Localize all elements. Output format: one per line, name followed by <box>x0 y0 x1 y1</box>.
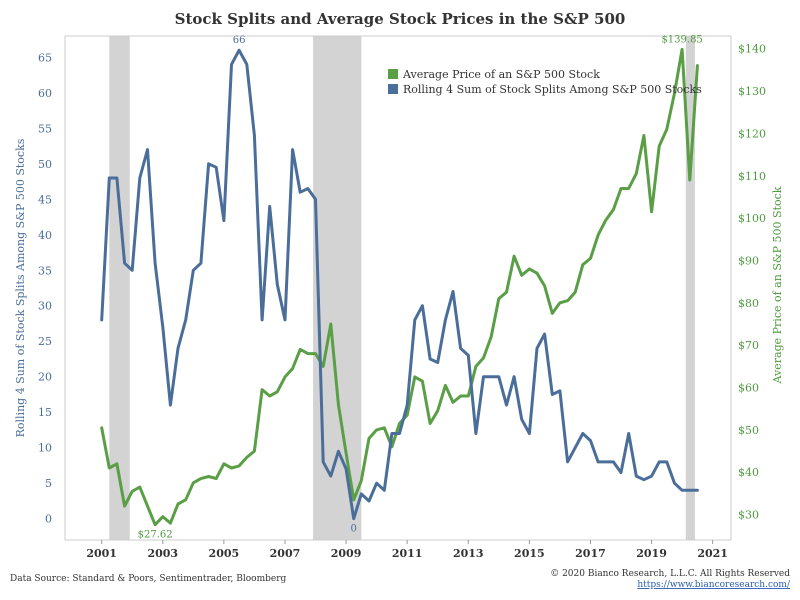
annotation-label: 0 <box>351 524 357 535</box>
x-axis-ticks: 2001 2003 2005 2007 2009 2011 2013 2015 2017 2019… <box>86 540 728 560</box>
footer-copyright: © 2020 Bianco Research, L.L.C. All Right… <box>550 569 790 579</box>
left-tick-label: 10 <box>38 442 52 455</box>
right-tick-label: $70 <box>738 339 759 352</box>
right-tick-label: $60 <box>738 382 759 395</box>
left-tick-label: 60 <box>38 87 52 100</box>
left-tick-label: 20 <box>38 371 52 384</box>
left-tick-label: 35 <box>38 264 52 277</box>
legend-swatch-splits <box>388 84 398 94</box>
left-tick-label: 45 <box>38 193 52 206</box>
x-tick-label: 2003 <box>147 547 178 560</box>
legend: Average Price of an S&P 500 Stock Rollin… <box>388 68 702 96</box>
right-tick-label: $80 <box>738 297 759 310</box>
plot-frame <box>64 35 732 541</box>
recession-shade-2 <box>685 36 695 540</box>
x-tick-label: 2019 <box>636 547 667 560</box>
x-tick-label: 2017 <box>575 547 606 560</box>
right-axis-ticks: $30 $40 $50 $60 $70 $80 $90 $100 $110 $120 $130 $14… <box>738 43 766 522</box>
left-tick-label: 15 <box>38 406 52 419</box>
left-tick-label: 50 <box>38 158 52 171</box>
x-tick-label: 2005 <box>209 547 240 560</box>
left-tick-label: 0 <box>45 513 52 526</box>
left-axis-label: Rolling 4 Sum of Stock Splits Among S&P … <box>14 138 27 437</box>
left-tick-label: 25 <box>38 335 52 348</box>
left-tick-label: 65 <box>38 51 52 64</box>
price-series-line <box>100 47 699 527</box>
left-axis-ticks: 0 5 10 15 20 25 30 35 40 45 50 55 60 65 <box>38 51 52 525</box>
x-tick-label: 2013 <box>453 547 484 560</box>
legend-label-price: Average Price of an S&P 500 Stock <box>402 68 600 81</box>
footer-link[interactable]: https://www.biancoresearch.com/ <box>637 580 791 590</box>
right-tick-label: $130 <box>738 85 766 98</box>
right-tick-label: $50 <box>738 424 759 437</box>
left-tick-label: 55 <box>38 122 52 135</box>
recession-shades <box>109 36 695 540</box>
annotations: 66 $27.62 0 $139.85 <box>138 34 703 540</box>
right-tick-label: $120 <box>738 127 766 140</box>
left-tick-label: 30 <box>38 300 52 313</box>
x-tick-label: 2015 <box>514 547 545 560</box>
right-tick-label: $110 <box>738 170 766 183</box>
footer-source: Data Source: Standard & Poors, Sentiment… <box>10 574 287 584</box>
x-tick-label: 2007 <box>270 547 301 560</box>
x-tick-label: 2011 <box>392 547 423 560</box>
x-tick-label: 2001 <box>86 547 117 560</box>
annotation-label: 66 <box>233 35 246 46</box>
chart-title: Stock Splits and Average Stock Prices in… <box>175 10 626 28</box>
series-lines <box>100 47 699 527</box>
x-tick-label: 2021 <box>697 547 728 560</box>
left-tick-label: 40 <box>38 229 52 242</box>
right-tick-label: $140 <box>738 43 766 56</box>
annotation-label: $27.62 <box>138 530 173 541</box>
splits-series-line <box>100 48 699 521</box>
x-tick-label: 2009 <box>331 547 362 560</box>
legend-label-splits: Rolling 4 Sum of Stock Splits Among S&P … <box>403 83 702 96</box>
right-tick-label: $40 <box>738 466 759 479</box>
right-axis-label: Average Price of an S&P 500 Stock <box>771 186 784 384</box>
left-tick-label: 5 <box>45 477 52 490</box>
recession-shade-0 <box>109 36 130 540</box>
right-tick-label: $100 <box>738 212 766 225</box>
legend-swatch-price <box>388 69 398 79</box>
annotation-label: $139.85 <box>661 34 702 45</box>
recession-shade-1 <box>313 36 362 540</box>
right-tick-label: $30 <box>738 509 759 522</box>
right-tick-label: $90 <box>738 254 759 267</box>
